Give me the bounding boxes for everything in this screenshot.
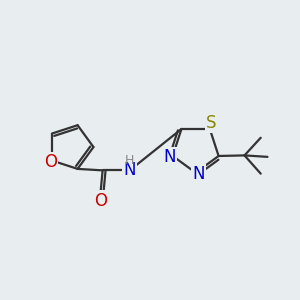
Text: O: O (44, 153, 57, 171)
Text: S: S (206, 113, 217, 131)
Text: O: O (94, 192, 107, 210)
Text: N: N (124, 161, 136, 179)
Text: N: N (164, 148, 176, 166)
Text: N: N (192, 165, 205, 183)
Text: H: H (125, 154, 134, 167)
